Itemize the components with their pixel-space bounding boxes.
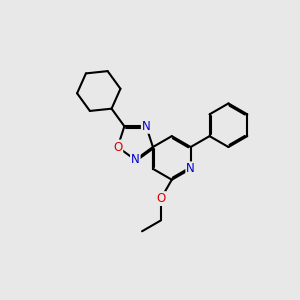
Text: N: N [186, 162, 195, 175]
Text: O: O [113, 140, 122, 154]
Text: O: O [156, 192, 166, 205]
Text: N: N [142, 120, 151, 133]
Text: N: N [131, 153, 140, 166]
